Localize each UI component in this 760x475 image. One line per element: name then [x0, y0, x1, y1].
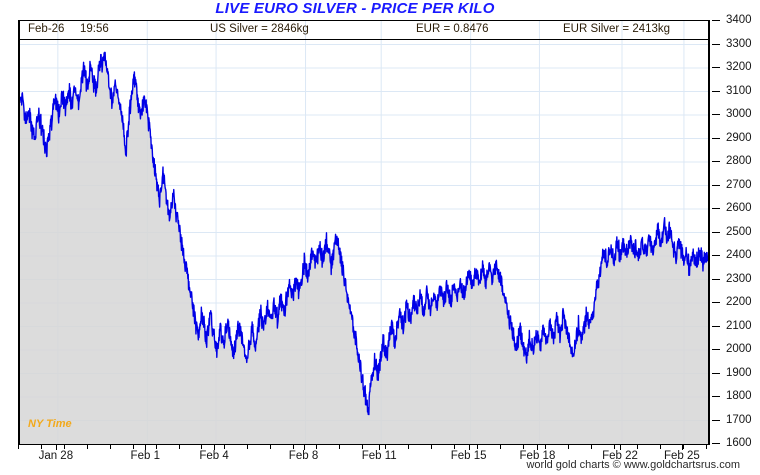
- y-tick-mark: [712, 43, 720, 45]
- x-tick-mark: [55, 445, 57, 450]
- x-tick-label: Feb 11: [361, 450, 397, 462]
- y-tick-label: 2100: [726, 319, 752, 332]
- x-tick-label: Feb 8: [288, 450, 319, 462]
- x-tick-mark: [681, 445, 683, 450]
- y-tick-label: 2400: [726, 249, 752, 261]
- y-tick-label: 2200: [726, 296, 752, 308]
- x-minor-tick: [660, 445, 662, 449]
- y-tick-label: 2800: [726, 155, 752, 167]
- y-tick-mark: [712, 67, 720, 68]
- y-tick-mark: [712, 114, 720, 115]
- x-minor-tick: [18, 445, 19, 449]
- x-minor-tick: [132, 445, 134, 449]
- x-minor-tick: [683, 445, 685, 449]
- y-tick-label: 3000: [726, 108, 752, 120]
- x-tick-label: Feb 22: [602, 450, 638, 462]
- y-tick-mark: [712, 396, 720, 397]
- y-tick-mark: [712, 208, 720, 209]
- x-minor-tick: [293, 445, 295, 449]
- x-minor-tick: [522, 445, 524, 449]
- x-minor-tick: [476, 445, 478, 449]
- x-tick-label: Feb 18: [519, 450, 556, 462]
- y-tick-mark: [712, 231, 720, 233]
- x-tick-mark: [468, 445, 470, 450]
- y-tick-mark: [712, 137, 720, 139]
- x-tick-label: Feb 25: [664, 450, 700, 462]
- x-minor-tick: [40, 445, 42, 449]
- x-minor-tick: [545, 445, 547, 449]
- x-minor-tick: [637, 445, 639, 449]
- y-tick-label: 2600: [726, 202, 752, 214]
- y-tick-label: 3200: [726, 61, 752, 73]
- y-tick-mark: [712, 372, 720, 374]
- x-minor-tick: [224, 445, 226, 449]
- y-tick-mark: [712, 20, 720, 21]
- y-tick-label: 2500: [726, 225, 752, 238]
- x-tick-mark: [214, 445, 216, 450]
- y-tick-mark: [712, 419, 720, 421]
- x-minor-tick: [499, 445, 501, 449]
- price-chart-svg: [20, 21, 708, 444]
- y-tick-mark: [712, 90, 720, 92]
- y-tick-label: 2900: [726, 131, 752, 144]
- x-minor-tick: [86, 445, 88, 449]
- x-tick-mark: [620, 445, 621, 450]
- timezone-label: NY Time: [28, 418, 72, 430]
- y-tick-label: 1800: [726, 390, 752, 402]
- y-tick-label: 1600: [726, 437, 752, 449]
- x-tick-label: Feb 1: [130, 450, 160, 462]
- x-tick-label: Feb 15: [450, 450, 487, 462]
- page-title: LIVE EURO SILVER - PRICE PER KILO: [215, 0, 495, 17]
- footer-credit: world gold charts © www.goldchartsrus.co…: [526, 459, 740, 471]
- x-minor-tick: [430, 445, 432, 449]
- x-minor-tick: [247, 445, 249, 449]
- chart-canvas: [20, 21, 708, 444]
- x-minor-tick: [109, 445, 111, 449]
- x-minor-tick: [614, 445, 616, 449]
- y-tick-label: 1900: [726, 366, 752, 379]
- x-minor-tick: [270, 445, 272, 449]
- y-tick-mark: [712, 302, 720, 303]
- y-tick-label: 1700: [726, 413, 752, 426]
- x-minor-tick: [63, 445, 65, 449]
- x-minor-tick: [201, 445, 203, 449]
- x-tick-mark: [537, 445, 539, 450]
- x-minor-tick: [155, 445, 157, 449]
- price-line: [20, 51, 708, 416]
- x-minor-tick: [384, 445, 386, 449]
- x-minor-tick: [339, 445, 341, 449]
- y-axis: 3400 3300 3200 3100 3000 2900 2800 2700 2600 2500…: [712, 0, 760, 475]
- x-minor-tick: [178, 445, 180, 449]
- x-tick-mark: [379, 445, 381, 450]
- x-tick-mark: [303, 445, 305, 450]
- y-tick-mark: [712, 325, 720, 327]
- y-tick-label: 2700: [726, 178, 752, 191]
- x-minor-tick: [407, 445, 409, 449]
- y-tick-label: 3400: [726, 14, 752, 26]
- y-tick-mark: [712, 443, 720, 444]
- x-minor-tick: [706, 445, 707, 449]
- y-tick-mark: [712, 161, 720, 162]
- x-minor-tick: [362, 445, 363, 449]
- x-axis: Jan 28 Feb 1 Feb 4 Feb 8 Feb 11 Feb 15 Feb 18 F…: [0, 445, 760, 475]
- y-tick-mark: [712, 184, 720, 186]
- y-tick-label: 2000: [726, 343, 752, 355]
- chart-plot-area[interactable]: [18, 20, 710, 445]
- x-tick-label: Jan 28: [38, 450, 74, 462]
- x-minor-tick: [453, 445, 455, 449]
- y-tick-mark: [712, 278, 720, 280]
- x-minor-tick: [568, 445, 570, 449]
- x-minor-tick: [316, 445, 318, 449]
- y-tick-label: 3100: [726, 84, 752, 97]
- price-area-fill: [20, 52, 708, 444]
- x-tick-mark: [145, 445, 147, 450]
- y-tick-label: 3300: [726, 37, 752, 50]
- y-tick-label: 2300: [726, 272, 752, 285]
- y-tick-mark: [712, 255, 720, 256]
- x-minor-tick: [591, 445, 593, 449]
- y-tick-mark: [712, 349, 720, 350]
- x-tick-label: Feb 4: [199, 450, 229, 462]
